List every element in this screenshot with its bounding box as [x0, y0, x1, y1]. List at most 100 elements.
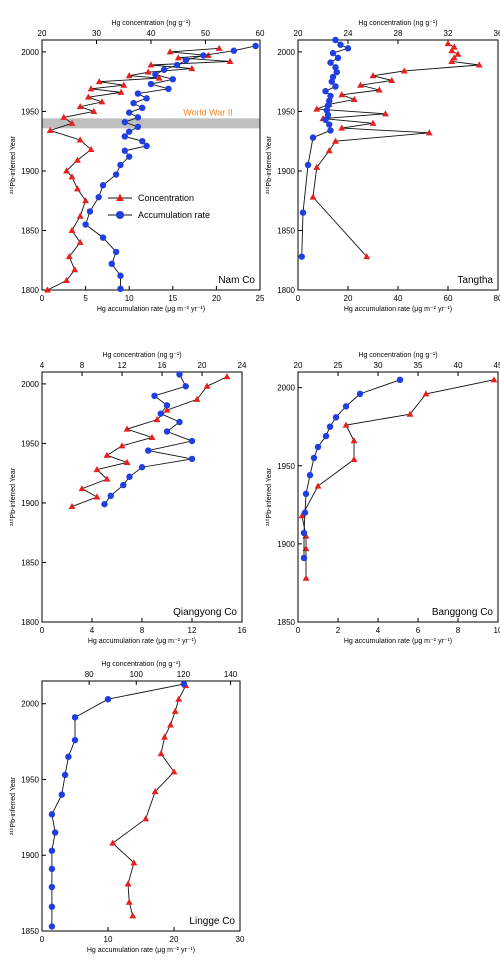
legend-accumulation-marker: [116, 211, 124, 219]
y-tick-label: 2000: [21, 700, 39, 709]
y-tick-label: 1900: [21, 167, 39, 176]
accumulation-point: [48, 883, 56, 891]
y-tick-label: 1900: [277, 540, 295, 549]
accumulation-point: [176, 418, 183, 426]
accumulation-point: [300, 529, 308, 537]
lake-name: Tangtha: [457, 275, 493, 286]
accumulation-point: [112, 171, 120, 178]
accumulation-point: [86, 208, 94, 215]
concentration-point: [109, 839, 117, 846]
accumulation-point: [332, 36, 339, 44]
legend-concentration-marker: [116, 193, 124, 201]
concentration-point: [117, 88, 125, 95]
top-tick-label: 40: [147, 29, 156, 38]
top-tick-label: 24: [238, 361, 247, 370]
accumulation-point: [120, 481, 127, 489]
concentration-point: [193, 395, 201, 402]
accumulation-point: [99, 234, 107, 241]
concentration-point: [76, 212, 84, 219]
accumulation-point: [322, 87, 329, 95]
accumulation-line: [104, 374, 194, 505]
y-axis-label: ²¹⁰Pb-inferred Year: [9, 467, 17, 526]
accumulation-point: [188, 437, 196, 445]
top-tick-label: 24: [344, 29, 353, 38]
concentration-point: [76, 136, 84, 143]
y-tick-label: 1950: [277, 107, 295, 116]
accumulation-point: [126, 109, 133, 116]
bottom-tick-label: 10: [125, 294, 134, 303]
accumulation-point: [327, 59, 334, 66]
top-tick-label: 35: [414, 361, 423, 370]
legend-concentration-label: Concentration: [138, 193, 194, 203]
concentration-point: [123, 425, 131, 432]
concentration-point: [87, 85, 95, 92]
concentration-point: [161, 733, 168, 740]
bottom-tick-label: 0: [296, 626, 301, 635]
concentration-point: [65, 253, 73, 260]
panel-banggong-co: 0 2 4 6 8 10 20 25 30 35 40 45 1850 1900 1950 2000 Hg ac…: [265, 352, 500, 645]
panel-qiangyong-co: 0 4 8 12 16 4 8 12 16 20 24 1800 1850 1900 1950 2000 Hg …: [9, 352, 247, 645]
accumulation-point: [117, 161, 124, 169]
accumulation-point: [301, 509, 309, 516]
concentration-line: [312, 43, 480, 257]
concentration-point: [125, 72, 133, 79]
concentration-point: [298, 512, 306, 519]
concentration-point: [171, 707, 179, 714]
top-tick-label: 36: [494, 29, 500, 38]
accumulation-point: [326, 423, 334, 430]
accumulation-point: [121, 118, 129, 126]
accumulation-point: [82, 221, 89, 228]
concentration-point: [130, 859, 138, 866]
y-tick-label: 1950: [21, 439, 39, 448]
bottom-axis-label: Hg accumulation rate (μg m⁻² yr⁻¹): [87, 947, 195, 954]
concentration-point: [123, 458, 131, 465]
concentration-point: [369, 119, 377, 126]
accumulation-point: [304, 161, 312, 169]
bottom-tick-label: 40: [394, 294, 403, 303]
plot-frame: [41, 680, 241, 932]
concentration-point: [425, 129, 433, 136]
accumulation-point: [139, 104, 146, 112]
accumulation-point: [108, 260, 115, 268]
concentration-point: [124, 880, 132, 887]
bottom-tick-label: 80: [494, 294, 500, 303]
concentration-point: [44, 286, 51, 293]
concentration-point: [215, 44, 223, 51]
y-tick-label: 1950: [21, 107, 39, 116]
top-tick-label: 12: [118, 361, 127, 370]
y-tick-label: 1850: [277, 618, 295, 627]
y-tick-label: 1850: [21, 558, 39, 567]
concentration-point: [444, 39, 452, 47]
accumulation-point: [48, 811, 56, 818]
accumulation-point: [252, 42, 259, 50]
accumulation-point: [300, 554, 308, 562]
bottom-tick-label: 20: [212, 294, 221, 303]
concentration-point: [68, 226, 76, 233]
accumulation-point: [327, 127, 334, 134]
concentration-point: [174, 54, 182, 61]
concentration-point: [144, 68, 152, 75]
top-tick-label: 40: [454, 361, 463, 370]
bottom-tick-label: 20: [170, 935, 179, 944]
accumulation-point: [152, 71, 159, 78]
accumulation-point: [95, 193, 102, 201]
bottom-tick-label: 12: [188, 626, 197, 635]
accumulation-point: [165, 85, 172, 93]
top-tick-label: 28: [394, 29, 403, 38]
concentration-point: [78, 485, 86, 492]
bottom-tick-label: 30: [236, 935, 245, 944]
accumulation-point: [299, 209, 307, 216]
concentration-line: [301, 379, 495, 579]
concentration-point: [338, 91, 346, 98]
accumulation-point: [61, 771, 69, 779]
bottom-tick-label: 10: [494, 626, 500, 635]
accumulation-point: [176, 371, 183, 378]
bottom-tick-label: 0: [40, 294, 45, 303]
accumulation-point: [322, 116, 329, 123]
accumulation-point: [180, 680, 188, 688]
accumulation-point: [306, 471, 314, 479]
panel-nam-co: World War II 0 5 10 15 20 25 20 30 40 50 60 1800 1850…: [9, 20, 265, 313]
accumulation-point: [157, 410, 164, 417]
top-tick-label: 32: [444, 29, 453, 38]
